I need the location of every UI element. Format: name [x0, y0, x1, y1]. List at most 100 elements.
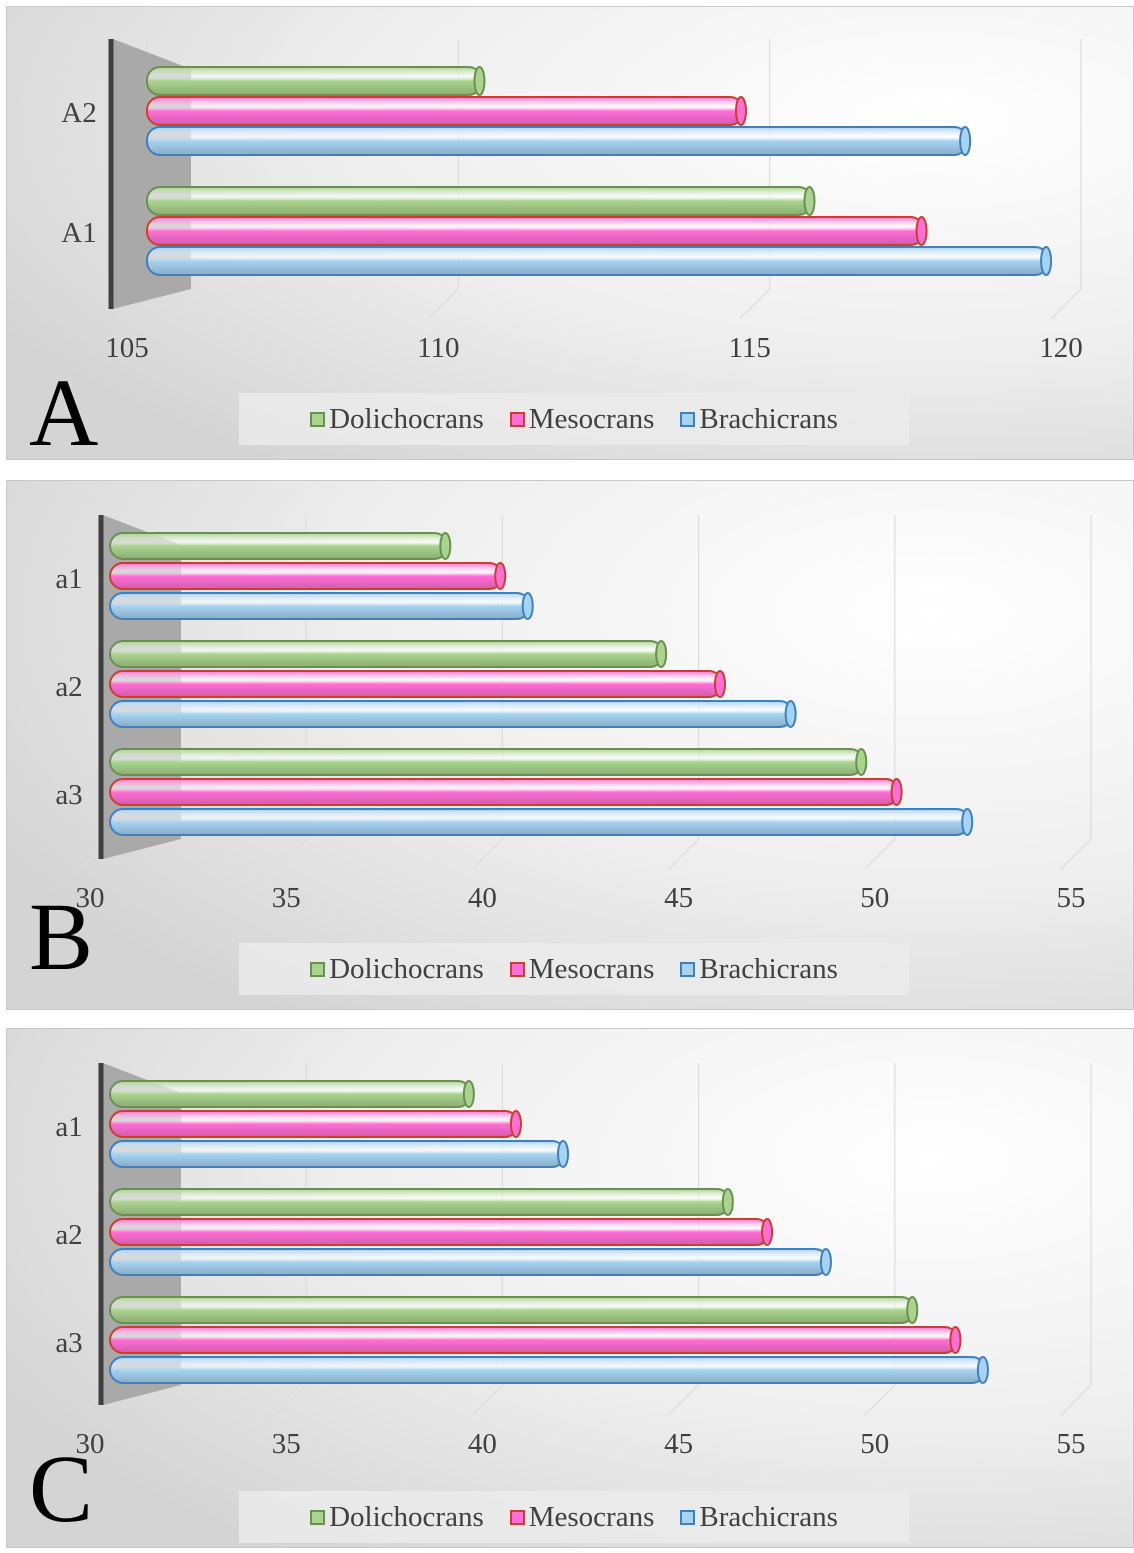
bar-a1-brachicrans — [109, 1140, 567, 1168]
bar-cap — [721, 1188, 734, 1216]
legend-item-mesocrans: Mesocrans — [509, 952, 655, 986]
bar-a2-dolichocrans — [109, 640, 665, 668]
category-label: a1 — [55, 563, 82, 595]
legend-label: Dolichocrans — [329, 1500, 484, 1533]
legend-swatch-mesocrans — [509, 411, 525, 427]
legend-swatch-dolichocrans — [310, 961, 326, 977]
bar-a1-brachicrans — [109, 592, 531, 620]
x-tick-label: 45 — [664, 1428, 693, 1460]
legend-swatch-brachicrans — [680, 961, 696, 977]
bar-a3-dolichocrans — [109, 1296, 916, 1324]
bar-cap — [521, 592, 534, 620]
gridline-floor — [1060, 838, 1092, 870]
bar-cap — [976, 1356, 989, 1384]
chart-panel-b: a1 a2 a3 30 35 40 45 50 55 B Dolichocrans Mesocr… — [6, 480, 1134, 1010]
bar-cap — [557, 1140, 570, 1168]
bar-cap — [784, 700, 797, 728]
bar-cap — [655, 640, 668, 668]
legend-swatch-mesocrans — [509, 1509, 525, 1525]
gridline-floor — [668, 838, 700, 870]
x-tick-label: 30 — [76, 1428, 105, 1460]
x-tick-label: 30 — [76, 882, 105, 914]
gridline-floor — [739, 288, 771, 320]
category-label: A2 — [61, 97, 96, 129]
bar-cap — [734, 96, 747, 126]
gridline-floor — [1060, 1384, 1092, 1416]
bar-cap — [462, 1080, 475, 1108]
bar-a1-mesocrans — [109, 562, 504, 590]
bar-a1-dolichocrans — [109, 1080, 472, 1108]
x-tick-label: 40 — [468, 1428, 497, 1460]
x-tick-label: 35 — [272, 1428, 301, 1460]
category-label: A1 — [61, 217, 96, 249]
bar-A2-brachicrans — [146, 126, 969, 156]
legend-swatch-brachicrans — [680, 411, 696, 427]
x-tick-label: 105 — [105, 332, 149, 364]
bar-a3-dolichocrans — [109, 748, 865, 776]
chart-legend: Dolichocrans Mesocrans Brachicrans — [239, 393, 909, 445]
legend-item-brachicrans: Brachicrans — [680, 1501, 838, 1534]
chart-a-plot: A2 A1 105 110 115 120 — [7, 7, 1133, 459]
category-label: a3 — [55, 1327, 82, 1359]
bar-cap — [473, 66, 486, 96]
gridline-floor — [275, 838, 307, 870]
x-tick-label: 50 — [860, 882, 889, 914]
legend-label: Brachicrans — [699, 1500, 838, 1533]
category-label: a1 — [55, 1111, 82, 1143]
bar-a3-brachicrans — [109, 1356, 986, 1384]
bar-a2-dolichocrans — [109, 1188, 731, 1216]
legend-label: Dolichocrans — [329, 952, 484, 985]
category-label: a3 — [55, 779, 82, 811]
gridline-floor — [471, 838, 503, 870]
x-tick-label: 115 — [728, 332, 770, 364]
bar-a2-brachicrans — [109, 1248, 829, 1276]
legend-item-dolichocrans: Dolichocrans — [310, 953, 484, 986]
panel-letter: C — [29, 1435, 94, 1542]
bar-cap — [439, 532, 452, 560]
category-label: a2 — [55, 671, 82, 703]
legend-item-dolichocrans: Dolichocrans — [310, 403, 484, 436]
bar-a3-brachicrans — [109, 808, 971, 836]
bar-cap — [915, 216, 928, 246]
legend-label: Dolichocrans — [329, 402, 484, 435]
bar-cap — [509, 1110, 522, 1138]
legend-item-dolichocrans: Dolichocrans — [310, 1501, 484, 1534]
bar-cap — [906, 1296, 919, 1324]
bar-cap — [761, 1218, 774, 1246]
gridline-floor — [1050, 288, 1082, 320]
bar-cap — [1040, 246, 1053, 276]
gridline-floor — [275, 1384, 307, 1416]
bar-a3-mesocrans — [109, 1326, 959, 1354]
bar-a2-mesocrans — [109, 1218, 771, 1246]
bar-A1-dolichocrans — [146, 186, 813, 216]
bar-a2-brachicrans — [109, 700, 794, 728]
bar-a2-mesocrans — [109, 670, 723, 698]
legend-item-mesocrans: Mesocrans — [509, 1501, 654, 1534]
bar-cap — [890, 778, 903, 806]
bar-cap — [949, 1326, 962, 1354]
gridline-floor — [864, 1384, 896, 1416]
legend-label: Brachicrans — [699, 402, 838, 435]
x-tick-label: 55 — [1057, 1428, 1086, 1460]
legend-item-brachicrans: Brachicrans — [680, 403, 838, 436]
legend-swatch-mesocrans — [509, 961, 525, 977]
legend-swatch-dolichocrans — [310, 411, 326, 427]
legend-label: Brachicrans — [699, 952, 838, 985]
gridline-floor — [471, 1384, 503, 1416]
x-tick-label: 55 — [1057, 882, 1086, 914]
panel-letter: B — [29, 883, 94, 990]
legend-item-mesocrans: Mesocrans — [509, 403, 654, 436]
legend-label: Mesocrans — [528, 952, 655, 985]
chart-legend: Dolichocrans Mesocrans Brachicrans — [239, 943, 909, 995]
bar-a3-mesocrans — [109, 778, 900, 806]
bar-a1-dolichocrans — [109, 532, 449, 560]
legend-swatch-brachicrans — [680, 1509, 696, 1525]
gridline-floor — [668, 1384, 700, 1416]
x-tick-label: 50 — [860, 1428, 889, 1460]
chart-panel-c: a1 a2 a3 30 35 40 45 50 55 C Dolichocrans Mesocr… — [6, 1028, 1134, 1548]
bar-cap — [959, 126, 972, 156]
bar-cap — [961, 808, 974, 836]
bar-cap — [803, 186, 816, 216]
x-tick-label: 40 — [468, 882, 497, 914]
bar-A1-brachicrans — [146, 246, 1050, 276]
